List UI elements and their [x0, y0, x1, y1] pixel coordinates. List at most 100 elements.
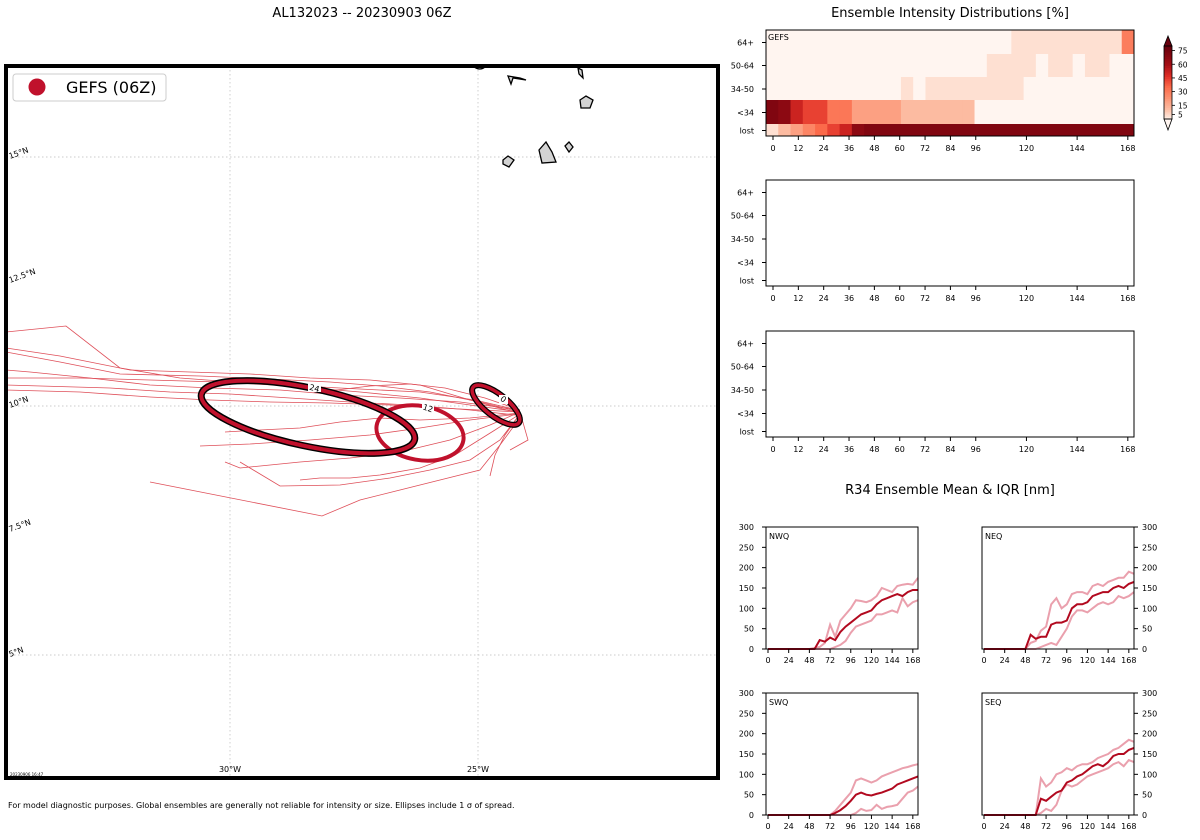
heatmap-cell: [937, 100, 951, 124]
colorbar-segment: [1164, 56, 1172, 60]
colorbar-segment: [1164, 64, 1172, 67]
map-gridlines: [6, 66, 718, 778]
colorbar-tick-label: 30: [1178, 88, 1188, 97]
x-tick-label: 0: [981, 822, 986, 831]
colorbar-frame: [1163, 45, 1173, 120]
colorbar-segment: [1164, 89, 1172, 93]
colorbar-segment: [1164, 67, 1172, 71]
islands: [472, 66, 594, 168]
x-tick-label: 12: [793, 294, 803, 303]
x-tick-label: 24: [784, 656, 794, 665]
panel-label: GEFS: [768, 33, 789, 42]
x-tick-label: 144: [1069, 144, 1084, 153]
x-tick-label: 120: [1019, 445, 1034, 454]
quadrant-label: NEQ: [985, 532, 1002, 541]
heatmap-cell: [1011, 54, 1025, 77]
colorbar-segment: [1164, 84, 1172, 87]
ensemble-track-line: [239, 413, 521, 487]
x-tick-label: 96: [971, 445, 981, 454]
x-tick-label: 48: [869, 144, 879, 153]
x-tick-label: 24: [819, 445, 829, 454]
heatmap-cell: [913, 77, 926, 100]
lon-label: 30°W: [219, 765, 241, 774]
x-tick-label: 24: [1000, 656, 1010, 665]
heatmap-cell: [1011, 100, 1025, 124]
iqr-lower-line: [984, 758, 1135, 816]
x-tick-label: 144: [884, 822, 899, 831]
heatmap-cell: [876, 77, 890, 100]
heatmap-cell: [986, 54, 1000, 77]
y-tick-label: 50-64: [731, 62, 754, 71]
y-tick-label: 300: [739, 689, 754, 698]
x-tick-label: 0: [770, 294, 775, 303]
heatmap-cell: [815, 77, 828, 100]
r34-frame: [981, 526, 1135, 650]
y-tick-label: 64+: [737, 189, 754, 198]
y-tick-label: 50-64: [731, 212, 754, 221]
heatmap-cell: [1072, 124, 1086, 136]
x-tick-label: 72: [825, 656, 835, 665]
x-tick-label: 60: [895, 144, 905, 153]
y-tick-label: 34-50: [731, 85, 754, 94]
colorbar-segment: [1164, 60, 1172, 63]
x-tick-label: 168: [905, 656, 920, 665]
r34-frame: [981, 692, 1135, 816]
heatmap-cell: [778, 54, 792, 77]
x-tick-label: 120: [1080, 656, 1095, 665]
heatmap-cell: [925, 54, 939, 77]
ensemble-track-line: [6, 325, 519, 411]
y-tick-label: 34-50: [731, 235, 754, 244]
heatmap-cell: [888, 54, 902, 77]
x-tick-label: 60: [895, 294, 905, 303]
heatmap-cell: [1084, 124, 1098, 136]
ellipse-12-label-bg: [422, 403, 434, 412]
heatmap-cell: [900, 77, 914, 100]
heatmap-cell: [851, 77, 865, 100]
footer-note: For model diagnostic purposes. Global en…: [8, 801, 515, 810]
heatmap-cell: [839, 77, 853, 100]
colorbar-segment: [1164, 97, 1172, 100]
x-tick-label: 48: [1020, 656, 1030, 665]
iqr-upper-line: [768, 577, 919, 650]
y-tick-label: 200: [1142, 730, 1157, 739]
y-tick-label: 100: [1142, 604, 1157, 613]
heatmap-cell: [1097, 100, 1110, 124]
x-tick-label: 120: [864, 656, 879, 665]
colorbar-segment: [1164, 111, 1172, 114]
heatmap-cell: [1109, 124, 1123, 136]
heatmap-cell: [962, 30, 976, 54]
heatmap-cell: [974, 54, 988, 77]
y-tick-label: 250: [739, 709, 754, 718]
colorbar-segment: [1164, 77, 1172, 80]
x-tick-label: 12: [793, 144, 803, 153]
heatmap-cell: [937, 54, 951, 77]
y-tick-label: lost: [740, 428, 754, 437]
heatmap-cell: [999, 77, 1012, 100]
ensemble-mean-line: [768, 775, 919, 816]
y-tick-label: 100: [739, 604, 754, 613]
heatmap-cell: [950, 54, 963, 77]
heatmap-cell: [815, 30, 828, 54]
colorbar-segment: [1164, 55, 1172, 58]
heatmap-cell: [999, 100, 1012, 124]
colorbar-segment: [1164, 117, 1172, 120]
heatmap-cell: [913, 30, 926, 54]
spread-ellipses: 0 12 24: [197, 377, 523, 463]
heatmap-cell: [974, 100, 988, 124]
heatmap-cell: [986, 77, 1000, 100]
heatmap-cell: [1011, 30, 1025, 54]
x-tick-label: 120: [1019, 294, 1034, 303]
r34-panel-swq: SWQ 0 50 100 150 200 250 300 0 24 48 72 96 120 144 168: [739, 689, 921, 831]
x-tick-label: 72: [825, 822, 835, 831]
y-tick-label: 50-64: [731, 363, 754, 372]
heatmap-cell: [925, 100, 939, 124]
colorbar-segment: [1164, 58, 1172, 61]
colorbar-segment: [1164, 49, 1172, 52]
x-tick-label: 84: [945, 144, 955, 153]
heatmap-cell: [839, 100, 853, 124]
heatmap-cell: [864, 124, 877, 136]
lat-label: 15°N: [8, 146, 30, 161]
heatmap-cell: [1023, 30, 1037, 54]
